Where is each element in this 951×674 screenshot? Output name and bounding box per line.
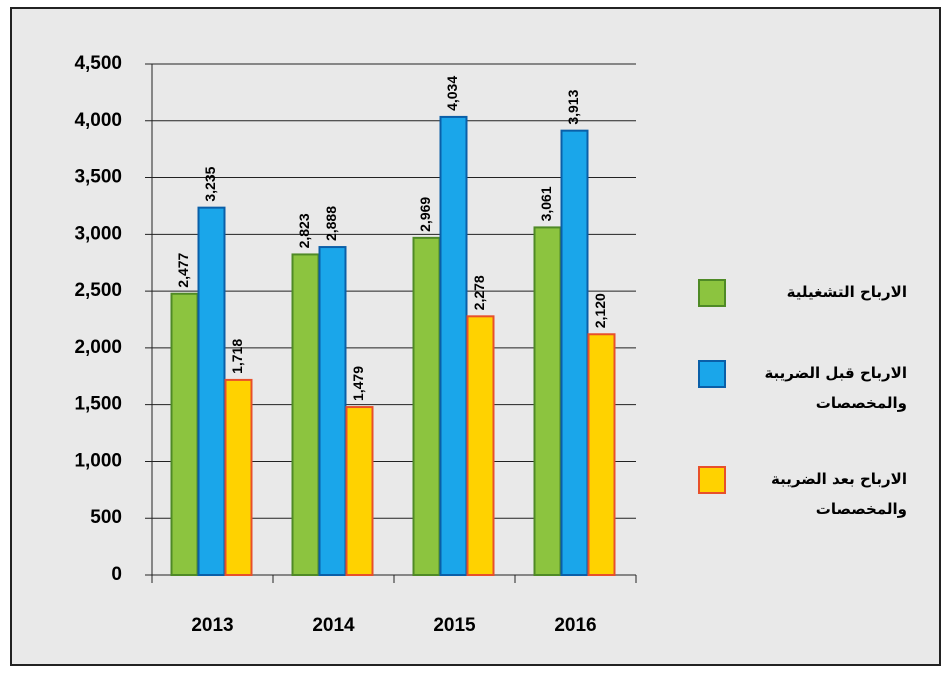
y-tick-label: 4,500 xyxy=(74,53,122,74)
y-tick-label: 500 xyxy=(90,507,122,528)
bar xyxy=(560,129,589,576)
y-tick-label: 3,500 xyxy=(74,167,122,188)
bar xyxy=(197,206,226,577)
value-label: 2,823 xyxy=(296,213,312,248)
value-label: 3,061 xyxy=(538,186,554,221)
y-tick-label: 0 xyxy=(111,564,122,585)
bar xyxy=(533,226,562,577)
legend-item: الارباح بعد الضريبة والمخصصات xyxy=(771,470,907,518)
legend-swatch xyxy=(698,466,726,494)
bar xyxy=(587,333,616,576)
bar xyxy=(318,246,347,577)
bar xyxy=(291,253,320,576)
bar xyxy=(466,315,495,576)
value-label: 2,120 xyxy=(592,293,608,328)
y-tick-label: 2,500 xyxy=(74,280,122,301)
value-label: 2,969 xyxy=(417,197,433,232)
x-tick-label: 2013 xyxy=(191,615,233,636)
legend-swatch xyxy=(698,360,726,388)
value-label: 2,278 xyxy=(471,275,487,310)
y-tick-label: 1,000 xyxy=(74,450,122,471)
bar xyxy=(224,378,253,576)
x-tick-label: 2014 xyxy=(312,615,355,636)
y-tick-label: 2,000 xyxy=(74,337,122,358)
bar xyxy=(439,115,468,576)
legend-label: الارباح التشغيلية xyxy=(786,283,907,301)
value-label: 1,718 xyxy=(229,339,245,374)
legend-item: الارباح قبل الضريبة والمخصصات xyxy=(764,364,907,412)
x-tick-label: 2015 xyxy=(433,615,476,636)
bar xyxy=(345,406,374,576)
value-label: 3,235 xyxy=(202,166,218,201)
bar xyxy=(412,236,441,577)
value-label: 2,477 xyxy=(175,252,191,287)
x-tick-label: 2016 xyxy=(554,615,596,636)
legend-item: الارباح التشغيلية xyxy=(786,283,907,301)
value-label: 1,479 xyxy=(350,366,366,401)
y-tick-label: 3,000 xyxy=(74,223,122,244)
legend-swatch xyxy=(698,279,726,307)
value-label: 2,888 xyxy=(323,206,339,241)
y-tick-label: 1,500 xyxy=(74,394,122,415)
legend-label: الارباح قبل الضريبة والمخصصات xyxy=(764,364,907,412)
legend-label: الارباح بعد الضريبة والمخصصات xyxy=(771,470,907,518)
y-tick-label: 4,000 xyxy=(74,110,122,131)
bar xyxy=(170,292,199,576)
value-label: 4,034 xyxy=(444,76,460,111)
value-label: 3,913 xyxy=(565,89,581,124)
